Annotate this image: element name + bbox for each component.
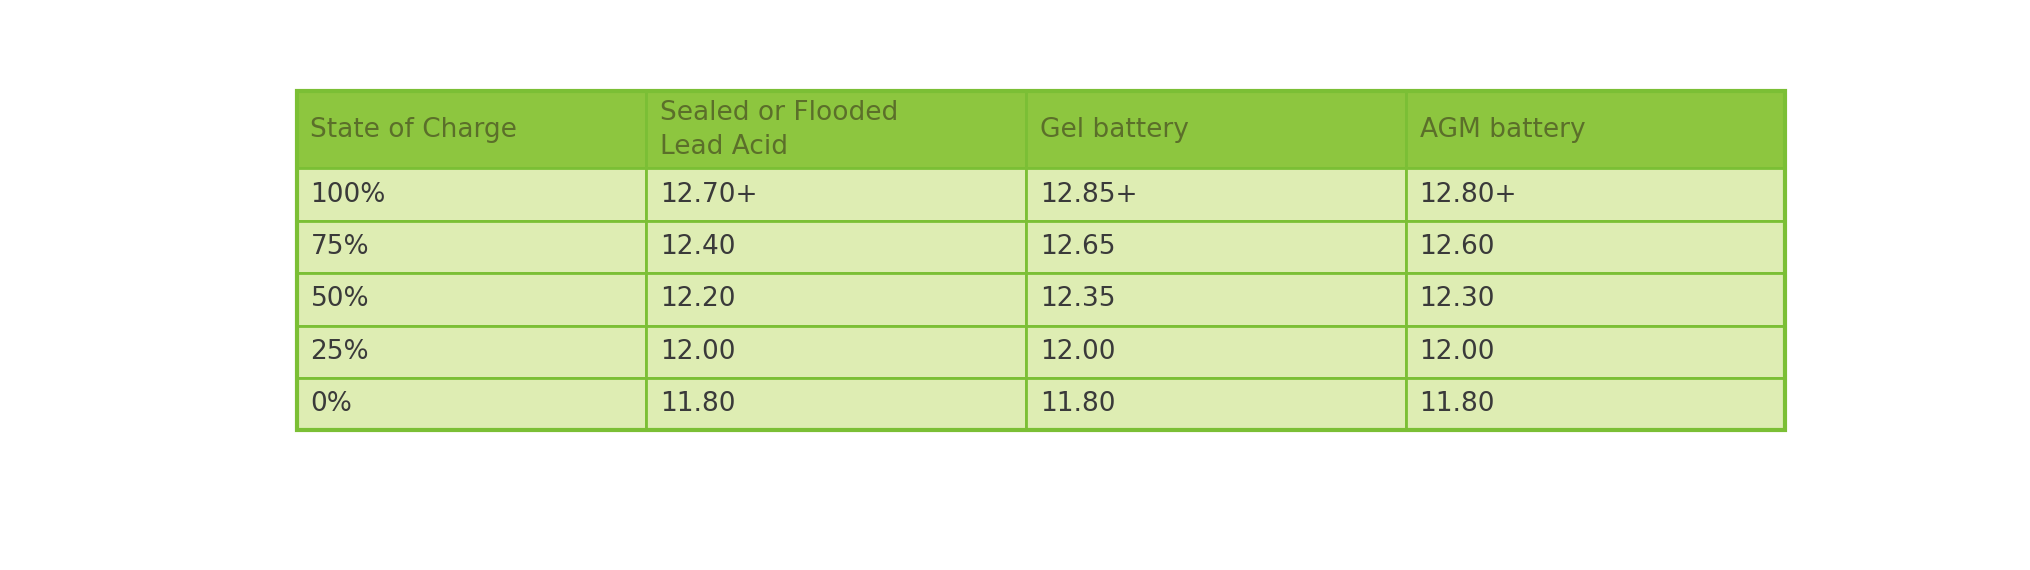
Bar <box>1405 378 1784 430</box>
Text: 12.70+: 12.70+ <box>660 182 757 207</box>
Text: 12.60: 12.60 <box>1419 234 1494 260</box>
Text: 12.00: 12.00 <box>660 339 735 365</box>
Bar <box>1405 92 1784 169</box>
Text: 12.00: 12.00 <box>1419 339 1494 365</box>
Bar <box>646 221 1025 273</box>
Text: 11.80: 11.80 <box>660 391 735 417</box>
Text: 12.65: 12.65 <box>1039 234 1114 260</box>
Text: 12.35: 12.35 <box>1039 286 1114 312</box>
Text: 12.20: 12.20 <box>660 286 735 312</box>
Bar <box>296 325 646 378</box>
Bar <box>646 325 1025 378</box>
Text: 12.80+: 12.80+ <box>1419 182 1516 207</box>
Text: 12.40: 12.40 <box>660 234 735 260</box>
Bar <box>296 92 1784 430</box>
Bar <box>296 221 646 273</box>
Text: State of Charge: State of Charge <box>311 117 518 143</box>
Bar <box>1025 378 1405 430</box>
Bar <box>1025 221 1405 273</box>
Text: Sealed or Flooded
Lead Acid: Sealed or Flooded Lead Acid <box>660 100 897 160</box>
Bar <box>646 92 1025 169</box>
Bar <box>646 273 1025 325</box>
Bar <box>1025 325 1405 378</box>
Bar <box>646 169 1025 221</box>
Text: 25%: 25% <box>311 339 369 365</box>
Text: 11.80: 11.80 <box>1419 391 1494 417</box>
Text: 0%: 0% <box>311 391 351 417</box>
Bar <box>296 378 646 430</box>
Bar <box>296 92 646 169</box>
Text: 12.85+: 12.85+ <box>1039 182 1137 207</box>
Bar <box>1025 169 1405 221</box>
Bar <box>646 378 1025 430</box>
Text: 50%: 50% <box>311 286 369 312</box>
Bar <box>1405 273 1784 325</box>
Text: 11.80: 11.80 <box>1039 391 1114 417</box>
Bar <box>1025 92 1405 169</box>
Text: 75%: 75% <box>311 234 369 260</box>
Text: Gel battery: Gel battery <box>1039 117 1188 143</box>
Bar <box>1405 221 1784 273</box>
Bar <box>1025 273 1405 325</box>
Bar <box>296 169 646 221</box>
Bar <box>296 273 646 325</box>
Bar <box>1405 169 1784 221</box>
Text: 12.30: 12.30 <box>1419 286 1494 312</box>
Text: 12.00: 12.00 <box>1039 339 1114 365</box>
Text: 100%: 100% <box>311 182 386 207</box>
Bar <box>1405 325 1784 378</box>
Text: AGM battery: AGM battery <box>1419 117 1585 143</box>
